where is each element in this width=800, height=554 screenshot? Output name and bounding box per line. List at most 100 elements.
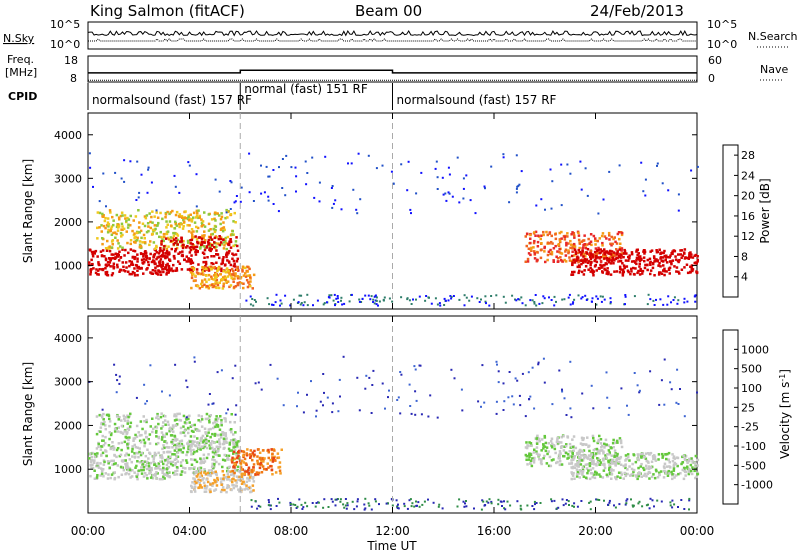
velocity-echo-1379 xyxy=(597,440,600,443)
velocity-echo-664 xyxy=(199,466,203,470)
velocity-echo-1570 xyxy=(663,462,667,466)
velocity-echo-1448 xyxy=(589,468,592,472)
power-echo-1411 xyxy=(668,272,671,275)
power-echo-1945 xyxy=(361,298,364,300)
power-echo-139 xyxy=(90,258,93,262)
velocity-echo-2089 xyxy=(671,499,674,502)
power-echo-488 xyxy=(106,231,110,234)
power-echo-423 xyxy=(169,236,173,239)
power-echo-969 xyxy=(242,274,246,277)
velocity-echo-1603 xyxy=(628,459,631,462)
velocity-echo-2068 xyxy=(580,500,583,502)
velocity-echo-1588 xyxy=(690,457,693,460)
power-echo-946 xyxy=(194,284,198,287)
velocity-echo-1831 xyxy=(480,405,482,408)
velocity-echo-755 xyxy=(162,466,165,470)
power-echo-704 xyxy=(185,260,188,263)
velocity-echo-689 xyxy=(181,466,185,470)
power-echo-1203 xyxy=(569,239,572,243)
velocity-echo-2052 xyxy=(292,503,295,506)
velocity-echo-719 xyxy=(167,450,170,454)
power-echo-964 xyxy=(210,283,214,286)
power-echo-920 xyxy=(233,285,236,289)
velocity-echo-2095 xyxy=(645,504,648,507)
velocity-echo-1983 xyxy=(334,498,337,501)
power-echo-556 xyxy=(107,223,111,226)
power-echo-62 xyxy=(96,273,99,276)
power-echo-1658 xyxy=(340,208,343,211)
velocity-echo-263 xyxy=(168,429,171,433)
velocity-echo-1548 xyxy=(696,458,700,462)
power-echo-544 xyxy=(133,232,136,235)
power-echo-1043 xyxy=(567,242,570,245)
velocity-echo-766 xyxy=(179,448,182,451)
power-echo-1562 xyxy=(677,260,680,264)
velocity-echo-785 xyxy=(160,454,163,458)
velocity-echo-1355 xyxy=(579,449,582,452)
power-echo-703 xyxy=(204,262,208,266)
power-echo-1917 xyxy=(468,299,471,302)
velocity-echo-352 xyxy=(116,447,120,450)
power-echo-1142 xyxy=(550,234,553,238)
velocity-echo-1729 xyxy=(681,461,685,464)
power-echo-1949 xyxy=(274,301,277,304)
velocity-echo-2112 xyxy=(317,501,320,504)
power-echo-1534 xyxy=(576,265,579,269)
power-echo-1791 xyxy=(542,295,545,298)
velocity-echo-300 xyxy=(132,439,135,442)
velocity-echo-864 xyxy=(200,486,203,489)
velocity-echo-1157 xyxy=(582,449,586,452)
velocity-echo-1891 xyxy=(679,388,681,390)
power-echo-1392 xyxy=(574,250,577,254)
velocity-echo-181 xyxy=(89,459,93,462)
velocity-echo-550 xyxy=(120,419,123,422)
velocity-colorbar-tick-label-7: -1000 xyxy=(741,479,773,492)
power-echo-242 xyxy=(223,228,226,232)
power-echo-896 xyxy=(201,270,205,273)
velocity-echo-1584 xyxy=(686,465,689,468)
power-echo-1202 xyxy=(526,260,530,263)
power-echo-1387 xyxy=(607,272,610,276)
velocity-echo-847 xyxy=(203,484,207,487)
power-echo-1610 xyxy=(659,257,662,260)
velocity-echo-1110 xyxy=(241,450,244,453)
power-echo-1646 xyxy=(281,158,284,160)
power-echo-1184 xyxy=(546,241,550,244)
power-echo-1627 xyxy=(690,169,693,172)
power-echo-253 xyxy=(232,220,235,223)
velocity-echo-1425 xyxy=(572,456,576,460)
velocity-echo-667 xyxy=(218,442,222,446)
velocity-echo-326 xyxy=(217,417,220,420)
velocity-echo-857 xyxy=(193,480,197,483)
velocity-echo-1651 xyxy=(664,453,667,456)
velocity-echo-1632 xyxy=(584,454,588,458)
velocity-echo-2015 xyxy=(421,503,424,506)
velocity-echo-1236 xyxy=(529,459,533,462)
power-echo-722 xyxy=(164,255,168,258)
velocity-echo-106 xyxy=(93,477,97,480)
power-echo-983 xyxy=(215,286,218,290)
velocity-echo-1410 xyxy=(591,475,594,479)
velocity-echo-1009 xyxy=(258,466,262,470)
velocity-echo-440 xyxy=(113,430,117,433)
power-echo-533 xyxy=(184,210,187,213)
power-echo-639 xyxy=(190,238,194,242)
velocity-echo-884 xyxy=(243,488,246,491)
power-echo-645 xyxy=(194,235,197,238)
velocity-echo-955 xyxy=(239,470,242,474)
velocity-echo-172 xyxy=(130,460,133,464)
velocity-colorbar-tick-label-4: -25 xyxy=(741,421,759,434)
power-echo-461 xyxy=(136,239,139,242)
velocity-echo-1361 xyxy=(574,446,578,450)
velocity-echo-491 xyxy=(200,415,203,418)
velocity-colorbar-tick-label-0: 1000 xyxy=(741,343,769,356)
velocity-echo-443 xyxy=(108,420,112,423)
velocity-echo-994 xyxy=(202,481,206,484)
power-echo-1465 xyxy=(638,259,642,263)
velocity-echo-1878 xyxy=(282,404,285,407)
velocity-echo-837 xyxy=(213,489,216,492)
power-echo-868 xyxy=(238,281,242,284)
velocity-echo-2013 xyxy=(608,501,611,504)
power-echo-640 xyxy=(178,262,182,265)
